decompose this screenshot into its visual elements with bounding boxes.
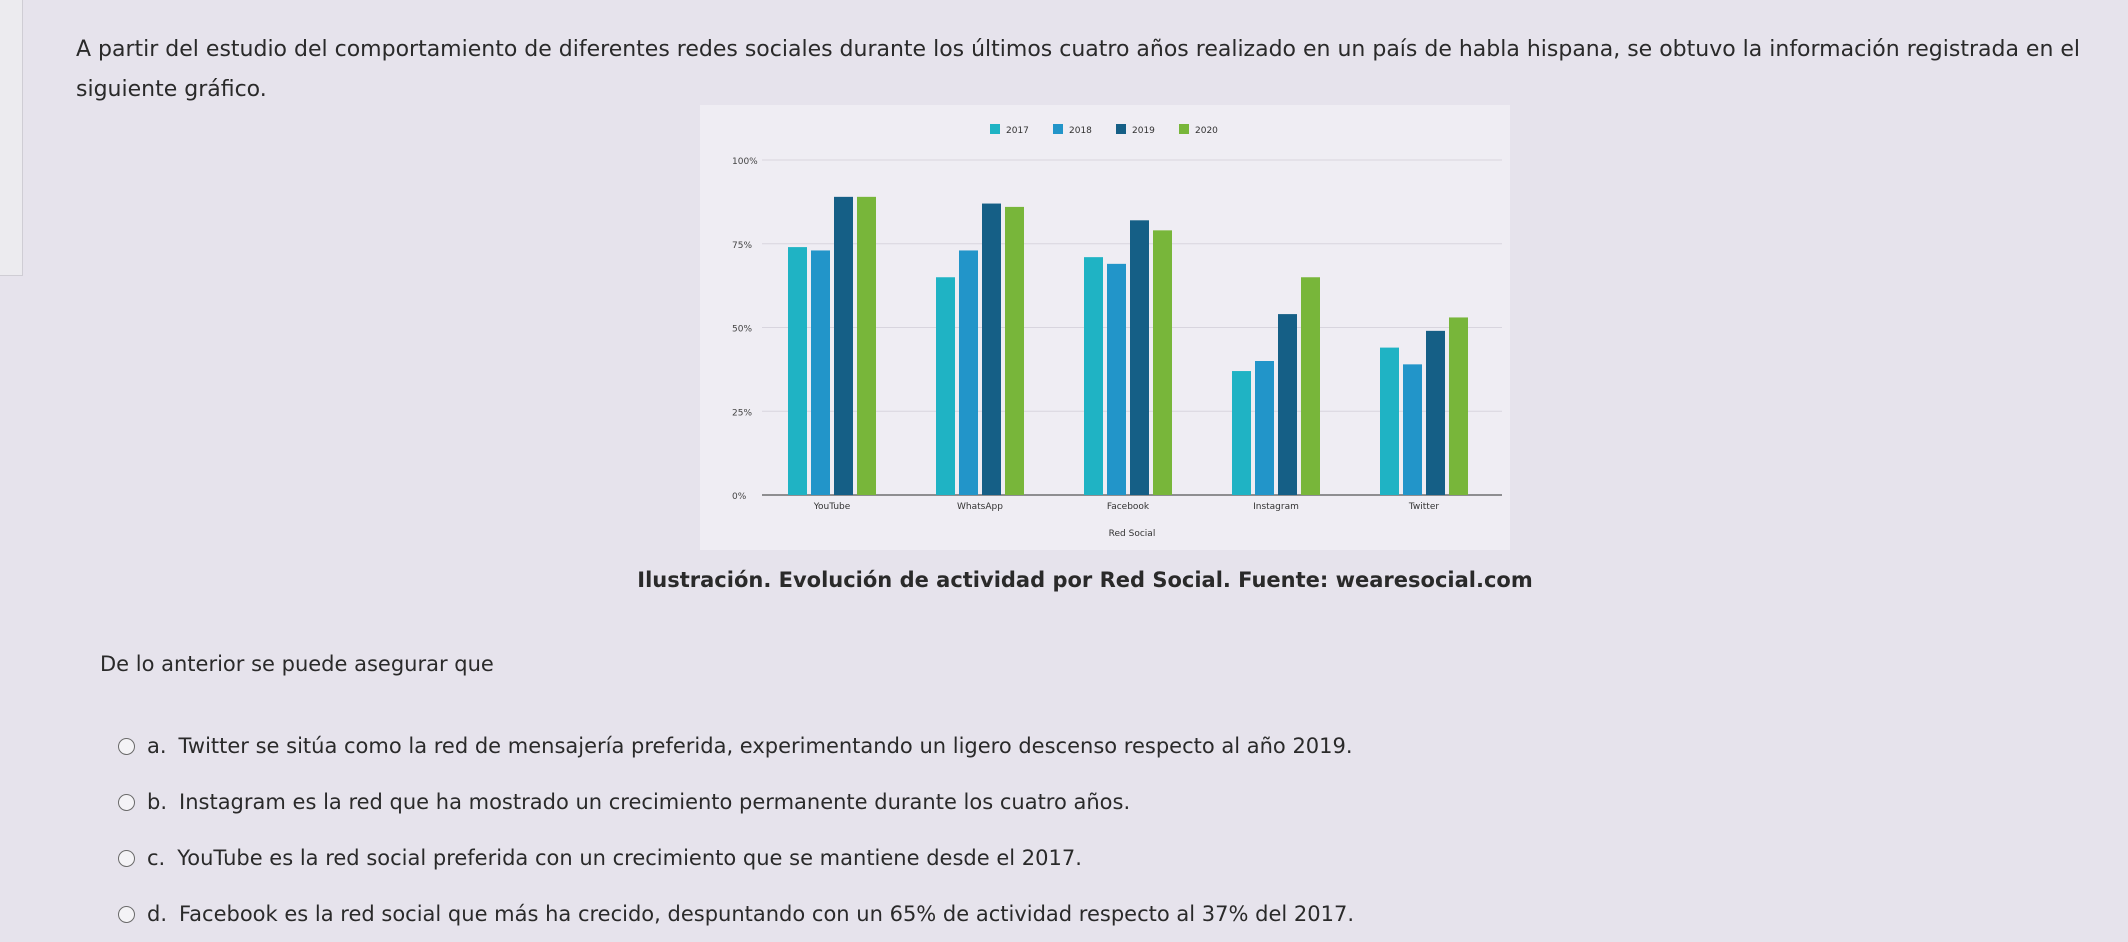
legend-swatch bbox=[1179, 124, 1189, 134]
bar bbox=[1005, 206, 1024, 495]
left-panel-edge bbox=[0, 0, 23, 276]
option-c-letter: c. bbox=[147, 846, 166, 870]
bar bbox=[936, 277, 955, 495]
radio-button-a[interactable] bbox=[118, 737, 135, 755]
x-axis-title: Red Social bbox=[1109, 529, 1156, 539]
bar bbox=[1449, 317, 1468, 495]
option-b[interactable]: b. Instagram es la red que ha mostrado u… bbox=[118, 774, 2018, 830]
legend-swatch bbox=[1053, 124, 1063, 134]
y-tick-label: 75% bbox=[732, 241, 752, 251]
x-tick-label: Twitter bbox=[1408, 502, 1439, 512]
legend-label: 2017 bbox=[1006, 126, 1029, 136]
option-a-text: Twitter se sitúa como la red de mensajer… bbox=[178, 734, 1353, 758]
legend-label: 2020 bbox=[1195, 126, 1218, 136]
legend-label: 2018 bbox=[1069, 126, 1092, 136]
bar bbox=[1107, 263, 1126, 495]
option-d-text: Facebook es la red social que más ha cre… bbox=[179, 902, 1355, 926]
option-b-text: Instagram es la red que ha mostrado un c… bbox=[179, 790, 1131, 814]
option-b-letter: b. bbox=[147, 790, 168, 814]
legend-label: 2019 bbox=[1132, 126, 1155, 136]
answer-options: a. Twitter se sitúa como la red de mensa… bbox=[118, 718, 2018, 942]
option-c[interactable]: c. YouTube es la red social preferida co… bbox=[118, 830, 2018, 886]
question-text: A partir del estudio del comportamiento … bbox=[76, 37, 2081, 102]
option-a[interactable]: a. Twitter se sitúa como la red de mensa… bbox=[118, 718, 2018, 774]
option-d[interactable]: d. Facebook es la red social que más ha … bbox=[118, 886, 2018, 942]
bar bbox=[982, 203, 1001, 496]
figure-caption: Ilustración. Evolución de actividad por … bbox=[637, 568, 1533, 592]
x-tick-label: Facebook bbox=[1107, 502, 1150, 512]
bar bbox=[1426, 330, 1445, 495]
bar bbox=[1301, 277, 1320, 495]
bar bbox=[788, 247, 807, 495]
legend-swatch bbox=[1116, 124, 1126, 134]
radio-button-c[interactable] bbox=[118, 849, 135, 867]
legend-swatch bbox=[990, 124, 1000, 134]
bar bbox=[959, 250, 978, 495]
bar bbox=[1403, 364, 1422, 495]
bar bbox=[1278, 314, 1297, 495]
radio-button-d[interactable] bbox=[118, 905, 135, 923]
bar bbox=[1232, 371, 1251, 495]
bar bbox=[1153, 230, 1172, 495]
option-a-letter: a. bbox=[147, 734, 167, 758]
question-lead: De lo anterior se puede asegurar que bbox=[100, 652, 494, 676]
bar bbox=[1084, 257, 1103, 495]
bar bbox=[834, 196, 853, 495]
option-c-text: YouTube es la red social preferida con u… bbox=[177, 846, 1082, 870]
bar bbox=[857, 196, 876, 495]
bar-chart: 0% 25% 50% 75% 100% 2017 2018 2019 2020 YouTube Wh… bbox=[700, 105, 1510, 550]
y-tick-label: 100% bbox=[732, 157, 758, 167]
x-tick-label: YouTube bbox=[813, 502, 851, 512]
bar bbox=[1255, 361, 1274, 495]
bar bbox=[1130, 220, 1149, 496]
y-tick-label: 50% bbox=[732, 325, 752, 335]
option-d-letter: d. bbox=[147, 902, 168, 926]
x-tick-label: Instagram bbox=[1253, 502, 1299, 512]
bar bbox=[811, 250, 830, 495]
bar bbox=[1380, 347, 1399, 495]
chart-svg: 0% 25% 50% 75% 100% 2017 2018 2019 2020 YouTube Wh… bbox=[700, 105, 1510, 550]
radio-button-b[interactable] bbox=[118, 793, 135, 811]
x-tick-label: WhatsApp bbox=[957, 502, 1003, 512]
y-tick-label: 0% bbox=[732, 492, 747, 502]
y-tick-label: 25% bbox=[732, 408, 752, 418]
